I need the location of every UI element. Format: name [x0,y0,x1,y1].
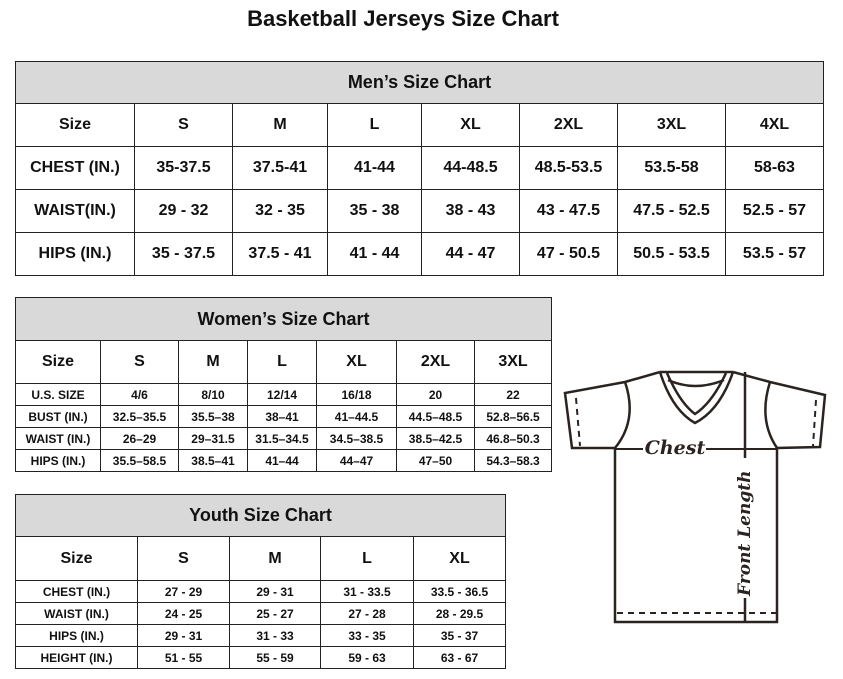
size-header-row: Size S M L XL 2XL 3XL [15,340,553,384]
size-header-row: Size S M L XL 2XL 3XL 4XL [15,103,824,147]
row-label: WAIST(IN.) [15,189,135,233]
table-cell: L [247,340,317,384]
table-cell: 52.8–56.5 [473,405,553,428]
table-cell: L [320,536,414,581]
womens-size-table: Women’s Size Chart Size S M L XL 2XL 3XL U.S. S… [14,297,553,472]
table-cell: 63 - 67 [412,646,507,669]
mens-heading: Men’s Size Chart [15,61,824,104]
table-cell: 37.5 - 41 [232,232,328,276]
table-row: CHEST (IN.) 35-37.5 37.5-41 41-44 44-48.5 48.… [15,146,824,190]
table-cell: 52.5 - 57 [725,189,824,233]
table-cell: 55 - 59 [229,646,321,669]
table-cell: 44.5–48.5 [396,405,475,428]
table-cell: 31 - 33 [229,624,321,647]
table-cell: 53.5 - 57 [725,232,824,276]
table-cell: 47 - 50.5 [519,232,618,276]
table-cell: 24 - 25 [137,602,230,625]
table-cell: XL [412,536,507,581]
table-cell: 35 - 38 [327,189,422,233]
table-cell: XL [421,103,520,147]
table-cell: 43 - 47.5 [519,189,618,233]
page-title: Basketball Jerseys Size Chart [247,6,559,31]
table-cell: 29 - 31 [137,624,230,647]
table-cell: 3XL [617,103,726,147]
row-label: Size [15,340,101,384]
table-cell: S [137,536,230,581]
row-label: HIPS (IN.) [15,449,101,472]
table-cell: 41–44 [247,449,317,472]
youth-heading: Youth Size Chart [14,494,507,537]
table-cell: 35 - 37.5 [134,232,233,276]
table-row: U.S. SIZE 4/6 8/10 12/14 16/18 20 22 [15,383,553,406]
table-cell: 54.3–58.3 [473,449,553,472]
table-cell: M [229,536,321,581]
table-cell: 2XL [519,103,618,147]
table-cell: 44-48.5 [421,146,520,190]
row-label: Size [15,536,138,581]
front-length-label: Front Length [735,471,755,597]
row-label: HEIGHT (IN.) [15,646,138,669]
row-label: CHEST (IN.) [15,146,135,190]
table-cell: 33 - 35 [320,624,414,647]
chest-label: Chest [645,437,706,459]
row-label: WAIST (IN.) [15,602,138,625]
table-cell: 48.5-53.5 [519,146,618,190]
table-cell: 51 - 55 [137,646,230,669]
table-row: BUST (IN.) 32.5–35.5 35.5–38 38–41 41–44.5 44… [15,405,553,428]
table-cell: M [232,103,328,147]
table-row: HIPS (IN.) 35.5–58.5 38.5–41 41–44 44–47 47–5… [15,449,553,472]
size-header-row: Size S M L XL [15,536,507,581]
table-cell: 25 - 27 [229,602,321,625]
table-cell: 38 - 43 [421,189,520,233]
table-cell: 28 - 29.5 [412,602,507,625]
youth-size-table: Youth Size Chart Size S M L XL CHEST (IN.) 27 … [14,494,507,669]
table-cell: 27 - 29 [137,580,230,603]
table-cell: 33.5 - 36.5 [412,580,507,603]
table-cell: 26–29 [100,427,179,450]
table-row: WAIST (IN.) 26–29 29–31.5 31.5–34.5 34.5–38.… [15,427,553,450]
table-cell: 31.5–34.5 [247,427,317,450]
table-cell: 46.8–50.3 [473,427,553,450]
table-cell: 38–41 [247,405,317,428]
table-cell: 35.5–38 [178,405,248,428]
table-cell: 41 - 44 [327,232,422,276]
table-cell: 47–50 [396,449,475,472]
table-cell: 58-63 [725,146,824,190]
table-row: HIPS (IN.) 35 - 37.5 37.5 - 41 41 - 44 44 - … [15,232,824,276]
table-cell: 2XL [396,340,475,384]
table-cell: 41-44 [327,146,422,190]
row-label: HIPS (IN.) [15,232,135,276]
row-label: BUST (IN.) [15,405,101,428]
table-row: WAIST(IN.) 29 - 32 32 - 35 35 - 38 38 - 43 43… [15,189,824,233]
table-row: HEIGHT (IN.) 51 - 55 55 - 59 59 - 63 63 - 67 [15,646,507,669]
table-cell: L [327,103,422,147]
table-cell: 38.5–41 [178,449,248,472]
table-row: WAIST (IN.) 24 - 25 25 - 27 27 - 28 28 - 29.… [15,602,507,625]
table-cell: 34.5–38.5 [316,427,397,450]
mens-size-table: Men’s Size Chart Size S M L XL 2XL 3XL 4XL CHEST… [15,61,824,276]
table-cell: 59 - 63 [320,646,414,669]
table-cell: S [134,103,233,147]
table-cell: 29–31.5 [178,427,248,450]
table-cell: 53.5-58 [617,146,726,190]
table-cell: 38.5–42.5 [396,427,475,450]
table-row: CHEST (IN.) 27 - 29 29 - 31 31 - 33.5 33.5 -… [15,580,507,603]
table-cell: 32 - 35 [232,189,328,233]
